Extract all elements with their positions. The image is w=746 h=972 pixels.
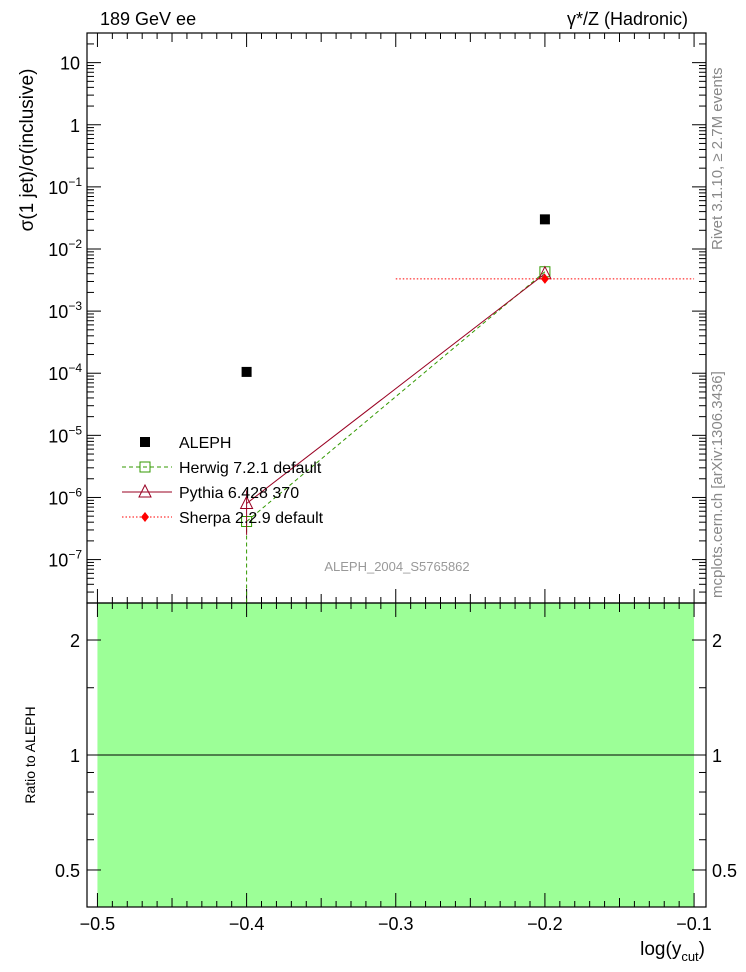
legend-label: Pythia 6.428 370 [179,485,299,502]
data-point [540,273,549,284]
ratio-tick-label-right: 0.5 [712,861,737,881]
data-point [239,495,254,509]
watermark: ALEPH_2004_S5765862 [324,559,469,574]
legend-marker [139,461,151,473]
y-tick-label: 10−7 [48,548,82,571]
rivet-label: Rivet 3.1.10, ≥ 2.7M events [709,68,726,251]
x-tick-label: −0.1 [676,914,712,934]
header-right: γ*/Z (Hadronic) [567,9,688,29]
legend-label: ALEPH [179,435,231,452]
y-tick-label: 1 [70,116,80,136]
legend-marker [140,437,150,447]
y-tick-label: 10−5 [48,423,82,446]
y-tick-label: 10−1 [48,175,82,198]
header-left: 189 GeV ee [100,9,196,29]
y-axis-label: σ(1 jet)/σ(inclusive) [17,69,38,232]
mcplots-label: mcplots.cern.ch [arXiv:1306.3436] [709,371,726,598]
data-point [539,214,550,225]
x-tick-label: −0.5 [80,914,116,934]
legend-marker [138,483,152,498]
ratio-tick-label-right: 1 [712,746,722,766]
ratio-tick-label: 1 [70,746,80,766]
data-point [241,366,252,377]
x-axis-label: log(ycut) [640,939,705,964]
y-tick-label: 10−2 [48,237,82,260]
series-line-1 [246,271,546,522]
x-tick-label: −0.2 [527,914,563,934]
x-tick-label: −0.3 [378,914,414,934]
x-tick-label: −0.4 [229,914,265,934]
series-line-2 [246,273,546,504]
y-tick-label: 10−4 [48,361,82,384]
y-tick-label: 10−6 [48,485,82,508]
ratio-tick-label: 0.5 [55,861,80,881]
y-tick-label: 10 [60,54,80,74]
y-tick-label: 10−3 [48,299,82,322]
ratio-y-axis-label: Ratio to ALEPH [22,706,38,803]
legend-label: Herwig 7.2.1 default [179,460,322,477]
ratio-tick-label-right: 2 [712,631,722,651]
ratio-tick-label: 2 [70,631,80,651]
legend-marker [141,512,149,522]
legend-label: Sherpa 2.2.9 default [179,510,324,527]
